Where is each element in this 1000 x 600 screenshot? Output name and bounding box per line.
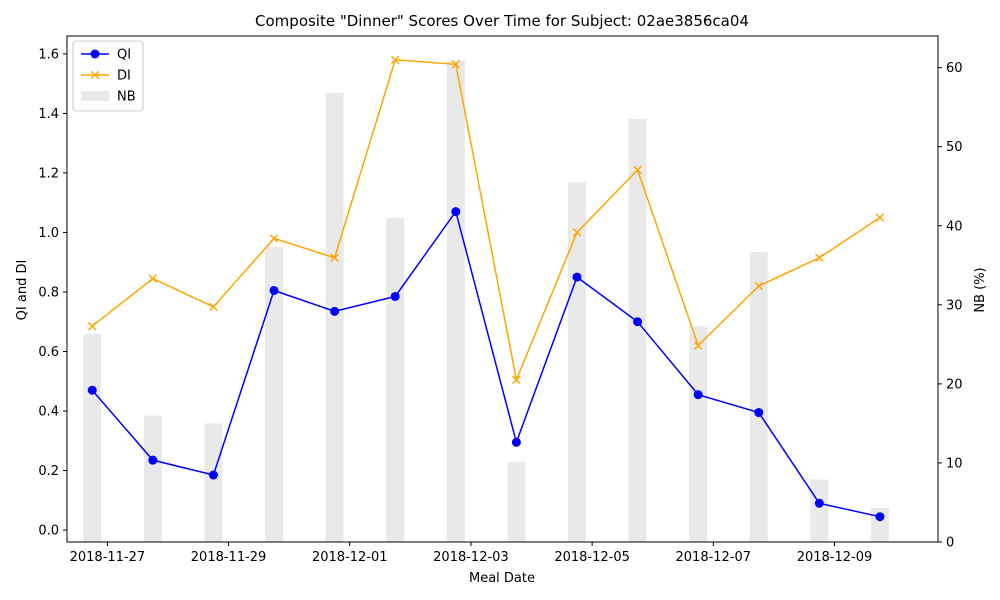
x-tick-label: 2018-12-03 [433, 550, 509, 565]
plot-frame [66, 35, 939, 543]
qi-point [330, 306, 340, 316]
legend-label-di: DI [117, 69, 131, 84]
qi-point [572, 272, 582, 282]
di-point [572, 228, 582, 237]
qi-point [390, 291, 400, 301]
di-point [330, 253, 339, 263]
di-point [875, 213, 885, 222]
y-left-tick-label: 1.2 [38, 166, 59, 181]
x-tick-label: 2018-11-27 [70, 550, 146, 565]
di-line [91, 59, 881, 383]
di-point [87, 321, 97, 331]
x-tick-label: 2018-12-09 [797, 550, 873, 565]
series-lines [87, 55, 885, 522]
di-point [815, 253, 824, 263]
y-right-tick-label: 20 [946, 377, 963, 392]
legend: QI DI NB [72, 40, 144, 112]
qi-point [269, 285, 279, 295]
axes: 0.0 0.2 0.4 0.6 0.8 1.0 1.2 1.4 1.6 0 10 20 30 40 50 60… [38, 47, 962, 565]
legend-label-qi: QI [117, 48, 131, 63]
x-tick-label: 2018-11-29 [191, 550, 267, 565]
y-right-tick-label: 40 [946, 219, 963, 234]
nb-bars [83, 60, 889, 543]
di-point [754, 281, 764, 291]
y-left-tick-label: 1.4 [38, 107, 59, 122]
y-left-tick-label: 0.0 [38, 524, 59, 539]
qi-point [451, 207, 461, 217]
qi-point [87, 385, 97, 395]
y-axis-right-label: NB (%) [973, 267, 988, 312]
nb-bar [83, 334, 102, 542]
nb-bar [325, 92, 344, 543]
nb-bar [204, 423, 223, 542]
nb-bar [870, 508, 889, 542]
qi-point [633, 317, 643, 327]
y-left-tick-label: 0.2 [38, 464, 59, 479]
di-point [633, 165, 642, 175]
di-point [269, 234, 279, 243]
x-axis-label: Meal Date [469, 571, 535, 586]
qi-point [693, 390, 703, 400]
nb-bar [507, 462, 526, 542]
qi-point [511, 437, 521, 447]
legend-marker-di [90, 70, 100, 80]
x-tick-label: 2018-12-07 [676, 550, 752, 565]
di-point [209, 302, 218, 312]
nb-bar [386, 217, 405, 542]
di-point [451, 59, 461, 69]
qi-point [208, 470, 218, 480]
y-right-tick-label: 0 [946, 536, 954, 551]
x-tick-label: 2018-12-05 [554, 550, 630, 565]
qi-point [148, 455, 158, 465]
legend-label-nb: NB [117, 90, 136, 105]
y-right-tick-label: 10 [946, 456, 963, 471]
nb-bar [446, 60, 465, 543]
y-right-tick-label: 30 [946, 298, 963, 313]
legend-swatch-nb [81, 91, 109, 101]
y-left-tick-label: 0.6 [38, 345, 59, 360]
y-right-tick-label: 60 [946, 61, 963, 76]
y-right-tick-label: 50 [946, 140, 963, 155]
di-point [390, 55, 400, 65]
chart-title: Composite "Dinner" Scores Over Time for … [255, 12, 749, 30]
y-left-tick-label: 0.4 [38, 405, 59, 420]
x-tick-label: 2018-12-01 [312, 550, 388, 565]
y-left-tick-label: 0.8 [38, 285, 59, 300]
y-left-tick-label: 1.6 [38, 47, 59, 62]
di-point [512, 375, 521, 385]
nb-bar [628, 119, 647, 542]
di-point [693, 341, 703, 350]
qi-point [875, 512, 885, 522]
di-point [148, 274, 158, 283]
y-left-tick-label: 1.0 [38, 226, 59, 241]
qi-point [814, 498, 824, 508]
qi-point [754, 408, 764, 418]
nb-bar [749, 251, 768, 542]
nb-bar [689, 326, 708, 542]
nb-bar [810, 479, 829, 542]
nb-bar [567, 182, 586, 542]
nb-bar [265, 247, 284, 543]
legend-marker-qi [90, 49, 100, 59]
y-axis-left-label: QI and DI [15, 260, 30, 321]
nb-bar [143, 415, 162, 542]
qi-line [91, 209, 881, 518]
